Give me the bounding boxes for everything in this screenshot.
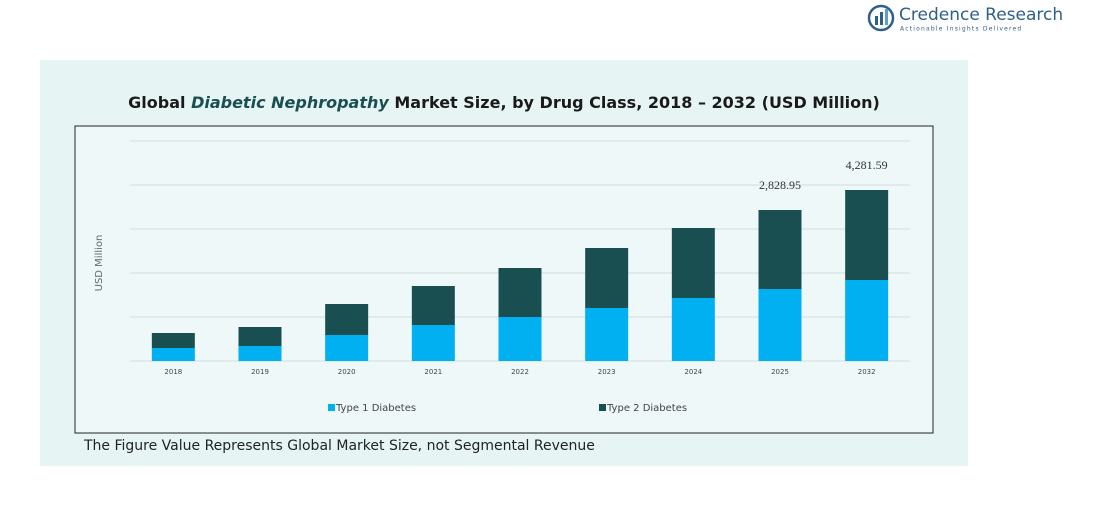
bar-segment (411, 325, 455, 361)
bar-segment (498, 317, 542, 361)
legend-swatch (599, 404, 606, 411)
x-tick-label: 2020 (338, 368, 356, 376)
bar-segment (585, 308, 629, 361)
logo-icon (875, 16, 878, 25)
bar-segment (845, 190, 889, 280)
bar-segment (845, 280, 889, 361)
x-tick-label: 2021 (424, 368, 442, 376)
bar-segment (758, 210, 802, 289)
brand-tagline: Actionable Insights Delivered (900, 26, 1022, 33)
data-label: 2,828.95 (759, 178, 801, 192)
x-tick-label: 2032 (858, 368, 876, 376)
x-tick-label: 2019 (251, 368, 269, 376)
bar-segment (325, 335, 369, 361)
data-label: 4,281.59 (846, 158, 888, 172)
logo-icon (880, 12, 883, 25)
plot: 2018 2019 2020 2021 2022 2023 2024 2025 2032 2,82… (130, 140, 910, 414)
bar-segment (498, 268, 542, 317)
footnote: The Figure Value Represents Global Marke… (83, 438, 595, 454)
bar-segment (671, 228, 715, 298)
legend-label: Type 1 Diabetes (335, 403, 416, 414)
legend-label: Type 2 Diabetes (606, 403, 687, 414)
bar-segment (325, 304, 369, 335)
bar-segment (151, 333, 195, 348)
x-tick-label: 2022 (511, 368, 529, 376)
bar-segment (671, 298, 715, 361)
title-part: Market Size, by Drug Class, 2018 – 2032 … (389, 93, 880, 112)
y-axis-label: USD Million (94, 235, 105, 292)
chart-title: Global Diabetic Nephropathy Market Size,… (128, 93, 880, 112)
bar-segment (585, 248, 629, 308)
bar-segment (411, 286, 455, 325)
logo-icon (867, 4, 895, 32)
x-tick-label: 2024 (684, 368, 702, 376)
title-part: Diabetic Nephropathy (191, 93, 389, 112)
brand-name: Credence Research (899, 5, 1063, 25)
legend-swatch (328, 404, 335, 411)
logo: Credence Research Actionable Insights De… (867, 4, 1063, 33)
logo-icon (885, 9, 888, 25)
bar-segment (758, 289, 802, 361)
x-tick-label: 2018 (164, 368, 182, 376)
x-tick-label: 2023 (598, 368, 616, 376)
x-tick-label: 2025 (771, 368, 789, 376)
title-part: Global (128, 93, 191, 112)
bar-segment (238, 346, 282, 361)
bar-segment (238, 327, 282, 346)
bar-segment (151, 348, 195, 361)
